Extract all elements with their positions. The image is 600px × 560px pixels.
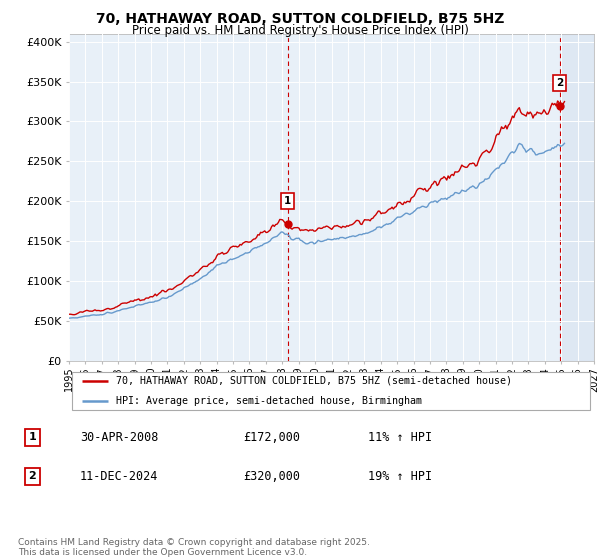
Text: 30-APR-2008: 30-APR-2008 xyxy=(80,431,158,444)
Text: 70, HATHAWAY ROAD, SUTTON COLDFIELD, B75 5HZ (semi-detached house): 70, HATHAWAY ROAD, SUTTON COLDFIELD, B75… xyxy=(116,376,512,386)
Text: Price paid vs. HM Land Registry's House Price Index (HPI): Price paid vs. HM Land Registry's House … xyxy=(131,24,469,36)
Text: 19% ↑ HPI: 19% ↑ HPI xyxy=(368,470,432,483)
Text: 2: 2 xyxy=(28,472,36,482)
Bar xyxy=(560,34,594,361)
FancyBboxPatch shape xyxy=(71,372,590,409)
Text: HPI: Average price, semi-detached house, Birmingham: HPI: Average price, semi-detached house,… xyxy=(116,396,422,406)
Text: £172,000: £172,000 xyxy=(244,431,301,444)
Text: Contains HM Land Registry data © Crown copyright and database right 2025.
This d: Contains HM Land Registry data © Crown c… xyxy=(18,538,370,557)
Text: £320,000: £320,000 xyxy=(244,470,301,483)
Text: 11% ↑ HPI: 11% ↑ HPI xyxy=(368,431,432,444)
Text: 70, HATHAWAY ROAD, SUTTON COLDFIELD, B75 5HZ: 70, HATHAWAY ROAD, SUTTON COLDFIELD, B75… xyxy=(96,12,504,26)
Text: 1: 1 xyxy=(284,197,292,207)
Text: 1: 1 xyxy=(28,432,36,442)
Text: 2: 2 xyxy=(556,78,563,88)
Text: 11-DEC-2024: 11-DEC-2024 xyxy=(80,470,158,483)
